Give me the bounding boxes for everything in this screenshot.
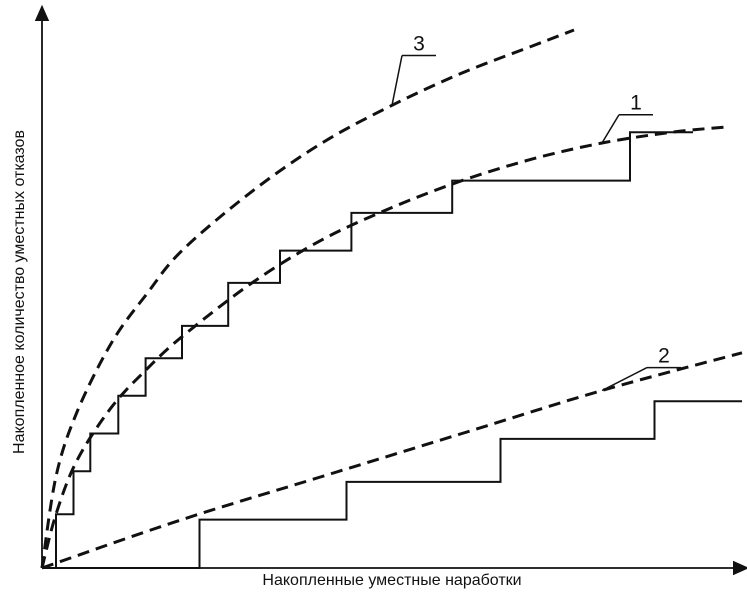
series-layer bbox=[40, 28, 743, 570]
x-axis-title: Накопленные уместные наработки bbox=[262, 572, 521, 589]
y-axis-title: Накопленное количество уместных отказов bbox=[11, 130, 28, 454]
curve-3-label: 3 bbox=[413, 33, 425, 56]
curve-2-label: 2 bbox=[658, 345, 670, 368]
curve-3-leader-line bbox=[391, 55, 403, 106]
step-line-1 bbox=[42, 131, 693, 569]
curve-1-line bbox=[40, 125, 729, 569]
curve-1-label: 1 bbox=[630, 92, 642, 115]
curve-labels: 3 1 2 bbox=[391, 33, 681, 392]
curve-2-leader-line bbox=[601, 366, 648, 392]
step-line-2 bbox=[42, 400, 742, 569]
curve-3-line bbox=[40, 28, 575, 569]
curve-1-leader-line bbox=[601, 114, 620, 144]
curve-2-line bbox=[41, 351, 743, 570]
